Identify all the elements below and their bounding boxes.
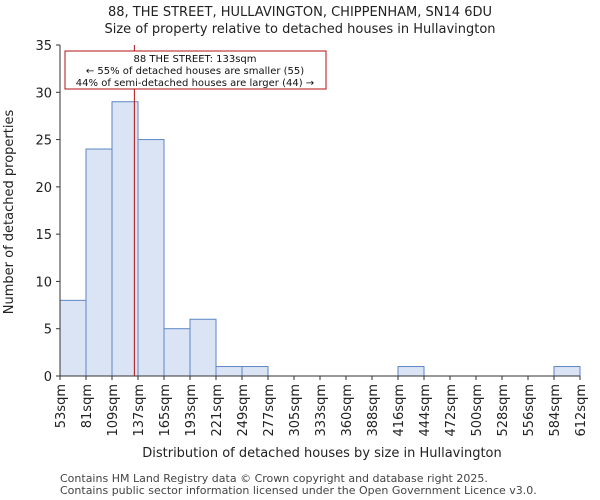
x-tick-label: 53sqm [54,384,69,428]
histogram-bar [189,318,217,377]
x-tick-label: 360sqm [340,384,355,437]
x-tick-label: 109sqm [106,384,121,437]
x-tick-label: 305sqm [288,384,303,437]
y-tick-label: 10 [35,275,52,290]
annotation-frame [64,50,327,90]
x-tick-label: 165sqm [158,384,173,437]
histogram-bar [85,148,113,377]
x-tick-label: 193sqm [184,384,199,437]
footer-line-2: Contains public sector information licen… [60,484,537,497]
x-tick-label: 612sqm [574,384,589,437]
histogram-bar [111,101,139,377]
y-tick-label: 25 [35,134,52,149]
x-tick-label: 472sqm [444,384,459,437]
histogram-bar [59,299,87,377]
annotation-line-2: ← 55% of detached houses are smaller (55… [86,66,304,77]
x-tick-label: 528sqm [496,384,511,437]
x-tick-label: 388sqm [366,384,381,437]
y-tick-label: 5 [44,323,52,338]
bars-group [59,45,581,377]
histogram-bar [553,366,581,377]
y-tick-label: 20 [35,181,52,196]
y-axis-label: Number of detached properties [2,110,17,315]
histogram-bar [137,139,165,377]
histogram-bar [163,328,191,377]
y-tick-label: 35 [35,39,52,54]
x-axis: 53sqm 81sqm 109sqm 137sqm 165sqm 193sqm 221sqm… [54,376,589,437]
footer-line-1: Contains HM Land Registry data © Crown c… [60,472,488,485]
chart-subtitle: Size of property relative to detached ho… [104,22,495,37]
annotation-box: 88 THE STREET: 133sqm ← 55% of detached … [64,50,327,90]
histogram-bar [397,366,425,377]
x-axis-label: Distribution of detached houses by size … [142,446,502,461]
x-tick-label: 249sqm [236,384,251,437]
histogram-bar [241,366,269,377]
y-tick-label: 15 [35,228,52,243]
x-tick-label: 221sqm [210,384,225,437]
y-tick-label: 0 [44,370,52,385]
annotation-line-1: 88 THE STREET: 133sqm [133,54,256,65]
x-tick-label: 500sqm [470,384,485,437]
x-tick-label: 556sqm [522,384,537,437]
x-tick-label: 333sqm [314,384,329,437]
histogram-bar [215,366,243,377]
x-tick-label: 137sqm [132,384,147,437]
x-tick-label: 416sqm [392,384,407,437]
annotation-line-3: 44% of semi-detached houses are larger (… [76,78,314,89]
x-tick-label: 444sqm [418,384,433,437]
x-tick-label: 584sqm [548,384,563,437]
x-tick-label: 81sqm [80,384,95,428]
y-axis: 0 5 10 15 20 25 30 35 [35,39,60,385]
x-tick-label: 277sqm [262,384,277,437]
chart-title: 88, THE STREET, HULLAVINGTON, CHIPPENHAM… [108,5,492,20]
y-tick-label: 30 [35,86,52,101]
